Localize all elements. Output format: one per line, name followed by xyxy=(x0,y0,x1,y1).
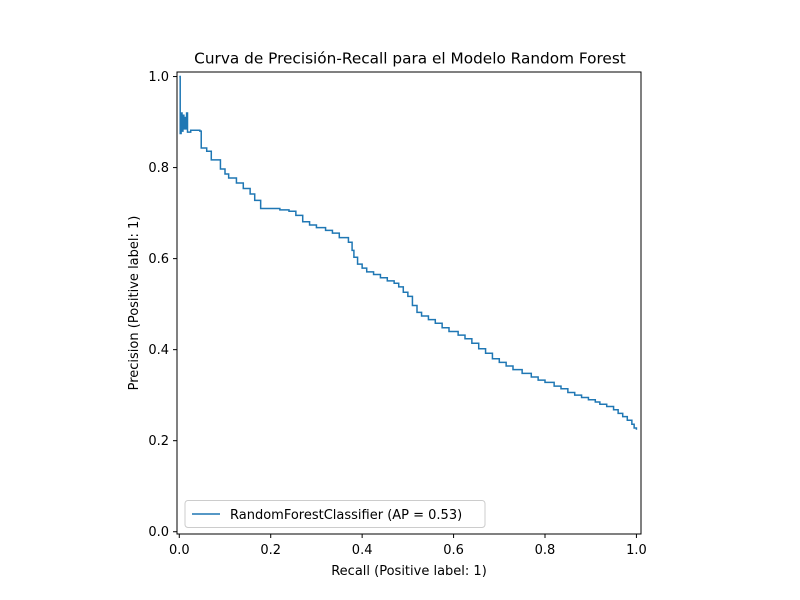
chart-title: Curva de Precisión-Recall para el Modelo… xyxy=(194,50,626,68)
y-tick-label: 0.4 xyxy=(148,343,169,358)
series-layer xyxy=(179,75,638,430)
x-tick-label: 0.6 xyxy=(443,543,464,558)
y-tick-label: 0.0 xyxy=(148,525,169,540)
y-tick-label: 0.8 xyxy=(148,161,169,176)
x-tick-label: 0.2 xyxy=(260,543,281,558)
x-axis-label: Recall (Positive label: 1) xyxy=(331,564,487,579)
legend: RandomForestClassifier (AP = 0.53) xyxy=(184,500,486,528)
legend-box xyxy=(184,500,486,528)
x-axis-ticks: 0.0 0.2 0.4 0.6 0.8 1.0 xyxy=(169,534,647,558)
x-tick-label: 1.0 xyxy=(626,543,647,558)
x-tick-label: 0.0 xyxy=(169,543,190,558)
x-tick-label: 0.4 xyxy=(352,543,373,558)
y-tick-label: 1.0 xyxy=(148,70,169,85)
y-axis-ticks: 0.0 0.2 0.4 0.6 0.8 1.0 xyxy=(148,70,177,540)
x-tick-label: 0.8 xyxy=(535,543,556,558)
y-tick-label: 0.6 xyxy=(148,252,169,267)
series-line-0 xyxy=(179,75,638,430)
legend-label: RandomForestClassifier (AP = 0.53) xyxy=(230,508,462,523)
plot-frame xyxy=(176,71,642,535)
plot-area: 0.0 0.2 0.4 0.6 0.8 1.0 0.0 0.2 0.4 0.6 0.8 1.0 xyxy=(148,70,646,558)
y-tick-label: 0.2 xyxy=(148,434,169,449)
y-axis-label: Precision (Positive label: 1) xyxy=(127,216,142,391)
